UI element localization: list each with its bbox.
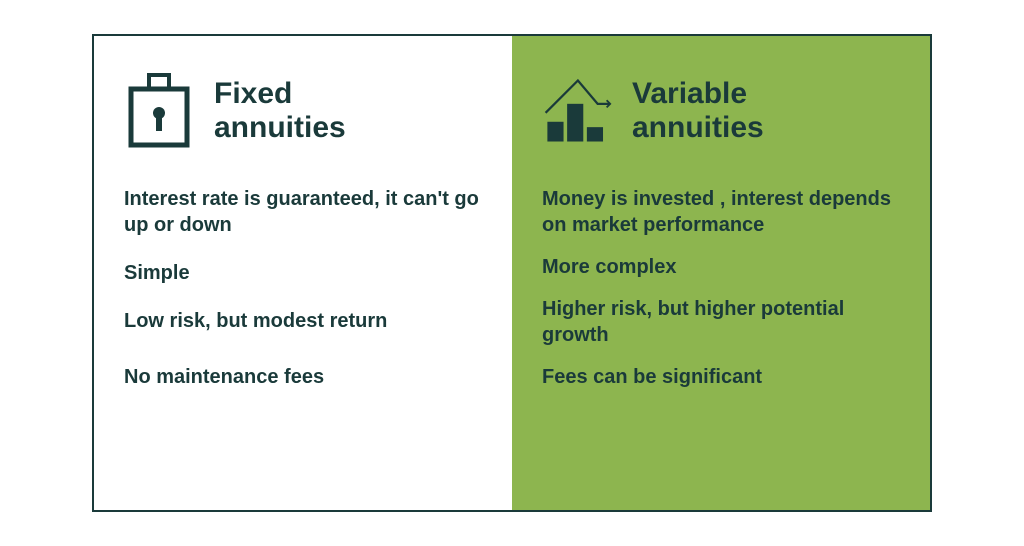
bullet-item: Low risk, but modest return	[124, 308, 482, 334]
comparison-container: Fixed annuities Interest rate is guarant…	[92, 34, 932, 512]
title-line1: Variable	[632, 77, 764, 112]
bar-trend-icon	[542, 73, 612, 149]
bullet-item: No maintenance fees	[124, 364, 482, 390]
panel-variable: Variable annuities Money is invested , i…	[512, 36, 930, 510]
bullet-item: Higher risk, but higher potential growth	[542, 296, 900, 348]
bullet-item: More complex	[542, 254, 900, 280]
bullets-variable: Money is invested , interest depends on …	[542, 186, 900, 390]
title-fixed: Fixed annuities	[214, 77, 346, 146]
bullet-item: Simple	[124, 260, 482, 286]
lock-icon	[124, 73, 194, 149]
panel-header-fixed: Fixed annuities	[124, 66, 482, 156]
panel-fixed: Fixed annuities Interest rate is guarant…	[94, 36, 512, 510]
bullet-item: Money is invested , interest depends on …	[542, 186, 900, 238]
title-variable: Variable annuities	[632, 77, 764, 146]
bullet-item: Fees can be significant	[542, 364, 900, 390]
bullet-item: Interest rate is guaranteed, it can't go…	[124, 186, 482, 238]
title-line2: annuities	[214, 111, 346, 146]
bullets-fixed: Interest rate is guaranteed, it can't go…	[124, 186, 482, 390]
panel-header-variable: Variable annuities	[542, 66, 900, 156]
title-line2: annuities	[632, 111, 764, 146]
title-line1: Fixed	[214, 77, 346, 112]
